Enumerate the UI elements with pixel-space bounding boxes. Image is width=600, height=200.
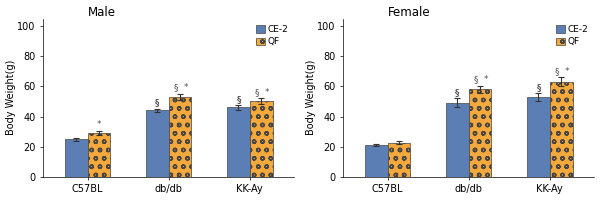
Text: Male: Male — [88, 6, 116, 19]
Bar — [388, 143, 410, 177]
Text: §: § — [255, 88, 259, 97]
Bar — [65, 139, 88, 177]
Text: *: * — [184, 83, 188, 92]
Text: §: § — [236, 95, 241, 104]
Bar — [446, 103, 469, 177]
Text: *: * — [265, 88, 269, 97]
Y-axis label: Body Weight(g): Body Weight(g) — [305, 60, 316, 135]
Bar — [365, 145, 388, 177]
Bar — [469, 89, 491, 177]
Text: §: § — [474, 75, 478, 84]
Bar — [527, 97, 550, 177]
Text: §: § — [155, 98, 160, 107]
Bar — [227, 107, 250, 177]
Bar — [146, 110, 169, 177]
Legend: CE-2, QF: CE-2, QF — [254, 23, 290, 48]
Text: *: * — [97, 120, 101, 129]
Text: §: § — [555, 67, 559, 76]
Text: §: § — [174, 83, 178, 92]
Text: §: § — [536, 83, 541, 92]
Y-axis label: Body Weight(g): Body Weight(g) — [5, 60, 16, 135]
Text: *: * — [565, 67, 569, 76]
Text: §: § — [455, 88, 460, 97]
Text: Female: Female — [388, 6, 431, 19]
Text: §: § — [455, 88, 460, 97]
Legend: CE-2, QF: CE-2, QF — [554, 23, 590, 48]
Text: §: § — [155, 98, 160, 107]
Text: §: § — [236, 95, 241, 104]
Bar — [550, 82, 572, 177]
Text: §: § — [536, 83, 541, 92]
Text: *: * — [484, 75, 488, 84]
Bar — [169, 97, 191, 177]
Bar — [88, 133, 110, 177]
Bar — [250, 101, 272, 177]
